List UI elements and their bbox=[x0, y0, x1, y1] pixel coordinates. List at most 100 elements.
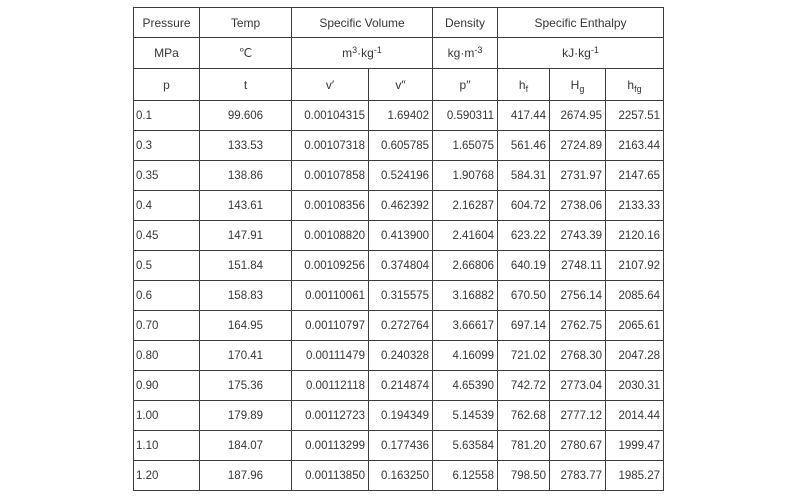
cell-v-dprime: 0.163250 bbox=[367, 460, 434, 491]
cell-h-fg: 2163.44 bbox=[605, 130, 665, 161]
cell-v-dprime: 0.605785 bbox=[367, 130, 434, 161]
cell-h-g: 2748.11 bbox=[549, 250, 607, 281]
cell-v-dprime: 0.214874 bbox=[367, 370, 434, 401]
cell-v-dprime: 0.240328 bbox=[367, 340, 434, 371]
table-row: 0.1 99.606 0.00104315 1.69402 0.590311 417.44… bbox=[133, 100, 665, 131]
cell-h-f: 623.22 bbox=[497, 220, 551, 251]
cell-h-g: 2768.30 bbox=[549, 340, 607, 371]
cell-v-prime: 0.00108356 bbox=[291, 190, 369, 221]
cell-h-f: 417.44 bbox=[497, 100, 551, 131]
symbol-base: h bbox=[518, 77, 526, 92]
symbol-v-prime: v′ bbox=[291, 68, 369, 101]
table-row: 0.45 147.91 0.00108820 0.413900 2.41604 623.2… bbox=[133, 220, 665, 251]
symbol-h-f: hf bbox=[497, 68, 551, 101]
cell-h-g: 2780.67 bbox=[549, 430, 607, 461]
cell-rho-dprime: 2.41604 bbox=[432, 220, 499, 251]
cell-h-g: 2724.89 bbox=[549, 130, 607, 161]
cell-t: 187.96 bbox=[199, 460, 292, 491]
table-row: 0.6 158.83 0.00110061 0.315575 3.16882 670.50… bbox=[133, 280, 665, 311]
cell-v-prime: 0.00112118 bbox=[291, 370, 369, 401]
cell-h-f: 697.14 bbox=[497, 310, 551, 341]
cell-v-prime: 0.00104315 bbox=[291, 100, 369, 131]
cell-t: 138.86 bbox=[199, 160, 292, 191]
cell-v-dprime: 0.194349 bbox=[367, 400, 434, 431]
unit-specific-volume: m3·kg-1 bbox=[290, 37, 434, 69]
steam-saturation-table: Pressure Temp Specific Volume Density Sp… bbox=[133, 7, 665, 491]
table-row: 0.90 175.36 0.00112118 0.214874 4.65390 742.7… bbox=[133, 370, 665, 401]
cell-p: 0.35 bbox=[133, 160, 200, 191]
cell-v-prime: 0.00109256 bbox=[291, 250, 369, 281]
cell-h-fg: 1985.27 bbox=[605, 460, 665, 491]
cell-h-fg: 2047.28 bbox=[605, 340, 665, 371]
table-body: 0.1 99.606 0.00104315 1.69402 0.590311 417.44… bbox=[133, 100, 665, 491]
symbol-t: t bbox=[199, 68, 292, 101]
unit-superscript: 3 bbox=[352, 44, 358, 55]
cell-rho-dprime: 2.16287 bbox=[432, 190, 499, 221]
cell-p: 1.10 bbox=[133, 430, 200, 461]
cell-h-fg: 2085.64 bbox=[605, 280, 665, 311]
cell-p: 0.3 bbox=[133, 130, 200, 161]
cell-h-g: 2773.04 bbox=[549, 370, 607, 401]
header-pressure: Pressure bbox=[133, 7, 200, 38]
cell-v-prime: 0.00111479 bbox=[291, 340, 369, 371]
cell-p: 0.70 bbox=[133, 310, 200, 341]
cell-h-f: 798.50 bbox=[497, 460, 551, 491]
unit-superscript: -3 bbox=[474, 44, 483, 55]
cell-p: 1.00 bbox=[133, 400, 200, 431]
symbol-p: p bbox=[133, 68, 200, 101]
cell-h-fg: 2147.65 bbox=[605, 160, 665, 191]
cell-t: 164.95 bbox=[199, 310, 292, 341]
unit-pressure: MPa bbox=[133, 37, 200, 69]
cell-h-fg: 1999.47 bbox=[605, 430, 665, 461]
table-row: 1.10 184.07 0.00113299 0.177436 5.63584 781.2… bbox=[133, 430, 665, 461]
cell-h-fg: 2065.61 bbox=[605, 310, 665, 341]
unit-text: kJ·kg bbox=[562, 46, 591, 60]
table-row: 0.70 164.95 0.00110797 0.272764 3.66617 697.1… bbox=[133, 310, 665, 341]
cell-h-f: 670.50 bbox=[497, 280, 551, 311]
table-row: 1.20 187.96 0.00113850 0.163250 6.12558 798.5… bbox=[133, 460, 665, 491]
cell-rho-dprime: 4.65390 bbox=[432, 370, 499, 401]
symbol-base: h bbox=[627, 77, 635, 92]
cell-h-f: 762.68 bbox=[497, 400, 551, 431]
cell-rho-dprime: 0.590311 bbox=[432, 100, 499, 131]
cell-v-prime: 0.00107858 bbox=[291, 160, 369, 191]
cell-rho-dprime: 4.16099 bbox=[432, 340, 499, 371]
unit-superscript: -1 bbox=[590, 44, 599, 55]
table-row: 1.00 179.89 0.00112723 0.194349 5.14539 762.6… bbox=[133, 400, 665, 431]
cell-h-g: 2762.75 bbox=[549, 310, 607, 341]
cell-t: 99.606 bbox=[199, 100, 292, 131]
table-header: Pressure Temp Specific Volume Density Sp… bbox=[133, 7, 665, 101]
cell-v-prime: 0.00110797 bbox=[291, 310, 369, 341]
cell-t: 133.53 bbox=[199, 130, 292, 161]
cell-rho-dprime: 6.12558 bbox=[432, 460, 499, 491]
cell-v-prime: 0.00112723 bbox=[291, 400, 369, 431]
unit-density: kg·m-3 bbox=[432, 37, 499, 69]
symbol-v-dprime: v″ bbox=[367, 68, 434, 101]
unit-specific-enthalpy: kJ·kg-1 bbox=[497, 37, 665, 69]
cell-t: 151.84 bbox=[199, 250, 292, 281]
symbol-base: H bbox=[570, 77, 580, 92]
cell-h-fg: 2133.33 bbox=[605, 190, 665, 221]
unit-superscript: -1 bbox=[373, 44, 382, 55]
table-row: 0.35 138.86 0.00107858 0.524196 1.90768 584.3… bbox=[133, 160, 665, 191]
cell-h-g: 2731.97 bbox=[549, 160, 607, 191]
header-title-row: Pressure Temp Specific Volume Density Sp… bbox=[133, 7, 665, 38]
cell-v-prime: 0.00113850 bbox=[291, 460, 369, 491]
cell-h-g: 2777.12 bbox=[549, 400, 607, 431]
cell-rho-dprime: 3.66617 bbox=[432, 310, 499, 341]
cell-p: 0.80 bbox=[133, 340, 200, 371]
header-density: Density bbox=[432, 7, 499, 38]
cell-h-f: 781.20 bbox=[497, 430, 551, 461]
cell-v-dprime: 0.374804 bbox=[367, 250, 434, 281]
unit-text: kg·m bbox=[447, 46, 475, 60]
table-row: 0.5 151.84 0.00109256 0.374804 2.66806 640.19… bbox=[133, 250, 665, 281]
cell-v-dprime: 1.69402 bbox=[367, 100, 434, 131]
cell-rho-dprime: 3.16882 bbox=[432, 280, 499, 311]
cell-v-prime: 0.00113299 bbox=[291, 430, 369, 461]
cell-h-g: 2738.06 bbox=[549, 190, 607, 221]
header-temp: Temp bbox=[199, 7, 292, 38]
header-unit-row: MPa ℃ m3·kg-1 kg·m-3 kJ·kg-1 bbox=[133, 37, 665, 69]
data-table: Pressure Temp Specific Volume Density Sp… bbox=[133, 7, 665, 491]
cell-rho-dprime: 5.14539 bbox=[432, 400, 499, 431]
table-row: 0.3 133.53 0.00107318 0.605785 1.65075 561.46… bbox=[133, 130, 665, 161]
